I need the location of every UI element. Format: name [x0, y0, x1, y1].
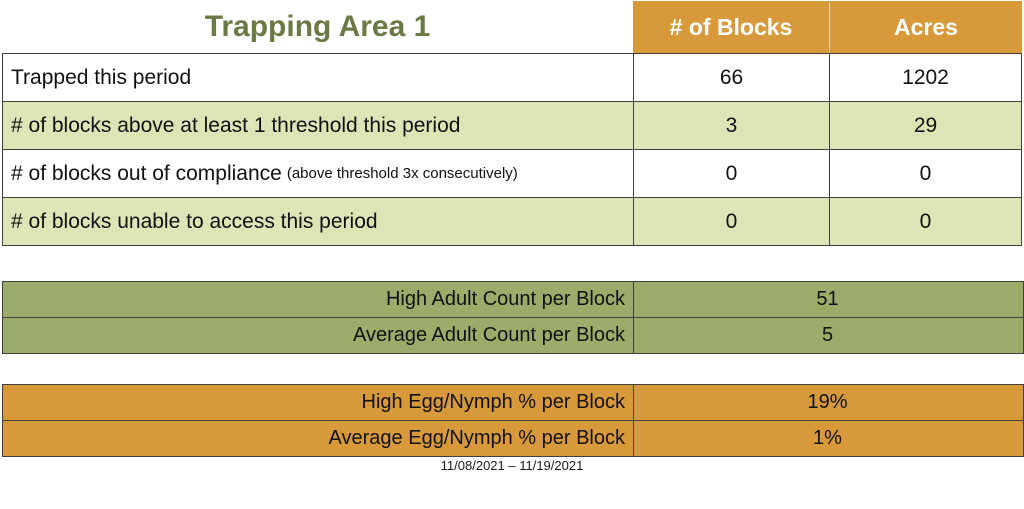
blocks-value: 66 — [633, 54, 829, 101]
blocks-value: 3 — [633, 102, 829, 149]
row-label: High Egg/Nymph % per Block — [361, 391, 625, 413]
table-row: Average Adult Count per Block 5 — [3, 317, 1023, 353]
blocks-value: 0 — [633, 150, 829, 197]
acres-value: 0 — [829, 198, 1021, 245]
table-row: Trapped this period 66 1202 — [3, 54, 1021, 101]
date-range: 11/08/2021 – 11/19/2021 — [440, 458, 584, 473]
row-label: Average Egg/Nymph % per Block — [328, 427, 625, 449]
main-table-header: Trapping Area 1 # of Blocks Acres — [2, 1, 1022, 53]
row-value: 1% — [633, 421, 1021, 456]
table-row: Average Egg/Nymph % per Block 1% — [3, 420, 1023, 456]
row-label: # of blocks above at least 1 threshold t… — [11, 113, 461, 137]
column-header-acres: Acres — [829, 1, 1022, 53]
egg-nymph-table: High Egg/Nymph % per Block 19% Average E… — [2, 384, 1024, 457]
main-table: Trapping Area 1 # of Blocks Acres Trappe… — [2, 1, 1022, 246]
adult-count-table: High Adult Count per Block 51 Average Ad… — [2, 281, 1024, 354]
row-label: # of blocks unable to access this period — [11, 209, 378, 233]
column-header-blocks: # of Blocks — [633, 1, 829, 53]
table-row: # of blocks above at least 1 threshold t… — [3, 101, 1021, 149]
main-table-body: Trapped this period 66 1202 # of blocks … — [2, 53, 1022, 246]
page-title: Trapping Area 1 — [2, 1, 633, 53]
table-row: High Egg/Nymph % per Block 19% — [3, 385, 1023, 420]
row-value: 5 — [633, 318, 1021, 353]
acres-value: 1202 — [829, 54, 1021, 101]
table-row: # of blocks unable to access this period… — [3, 197, 1021, 245]
row-label: High Adult Count per Block — [385, 288, 625, 310]
row-note: (above threshold 3x consecutively) — [286, 165, 518, 182]
acres-value: 29 — [829, 102, 1021, 149]
row-label: Trapped this period — [11, 65, 192, 89]
acres-value: 0 — [829, 150, 1021, 197]
table-row: # of blocks out of compliance (above thr… — [3, 149, 1021, 197]
row-value: 51 — [633, 282, 1021, 317]
row-label: # of blocks out of compliance — [11, 161, 282, 185]
table-row: High Adult Count per Block 51 — [3, 282, 1023, 317]
row-value: 19% — [633, 385, 1021, 420]
blocks-value: 0 — [633, 198, 829, 245]
row-label: Average Adult Count per Block — [352, 324, 625, 346]
